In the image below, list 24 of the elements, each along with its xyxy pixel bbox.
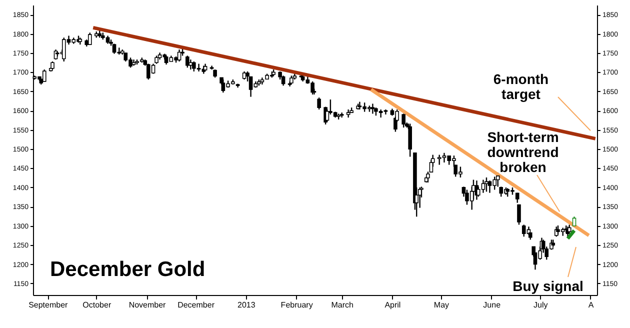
candlestick (186, 55, 190, 68)
x-tick-label: 2013 (238, 300, 256, 310)
candlestick (177, 48, 182, 62)
x-tick-label: May (434, 300, 450, 310)
annotation: Buy signal (512, 278, 584, 294)
candlestick (402, 113, 406, 128)
x-tick-label: October (82, 300, 112, 310)
candlestick (88, 32, 92, 46)
x-tick-label: July (533, 300, 548, 310)
annotation: Short-term downtrend broken (487, 129, 559, 175)
candlestick (370, 103, 375, 114)
x-tick-label: June (483, 300, 502, 310)
x-tick-label: March (331, 300, 354, 310)
x-tick-label: December (178, 300, 215, 310)
text: December Gold (50, 258, 206, 281)
x-tick-label: September (28, 300, 68, 310)
candlestick (281, 75, 286, 86)
x-tick-label: April (384, 300, 401, 310)
candlestick (484, 176, 488, 192)
annotation: 6-month target (493, 71, 549, 102)
x-tick-label: A (588, 300, 594, 310)
x-tick-label: February (280, 300, 313, 310)
x-tick-label: November (128, 300, 166, 310)
candlestick (317, 96, 321, 110)
